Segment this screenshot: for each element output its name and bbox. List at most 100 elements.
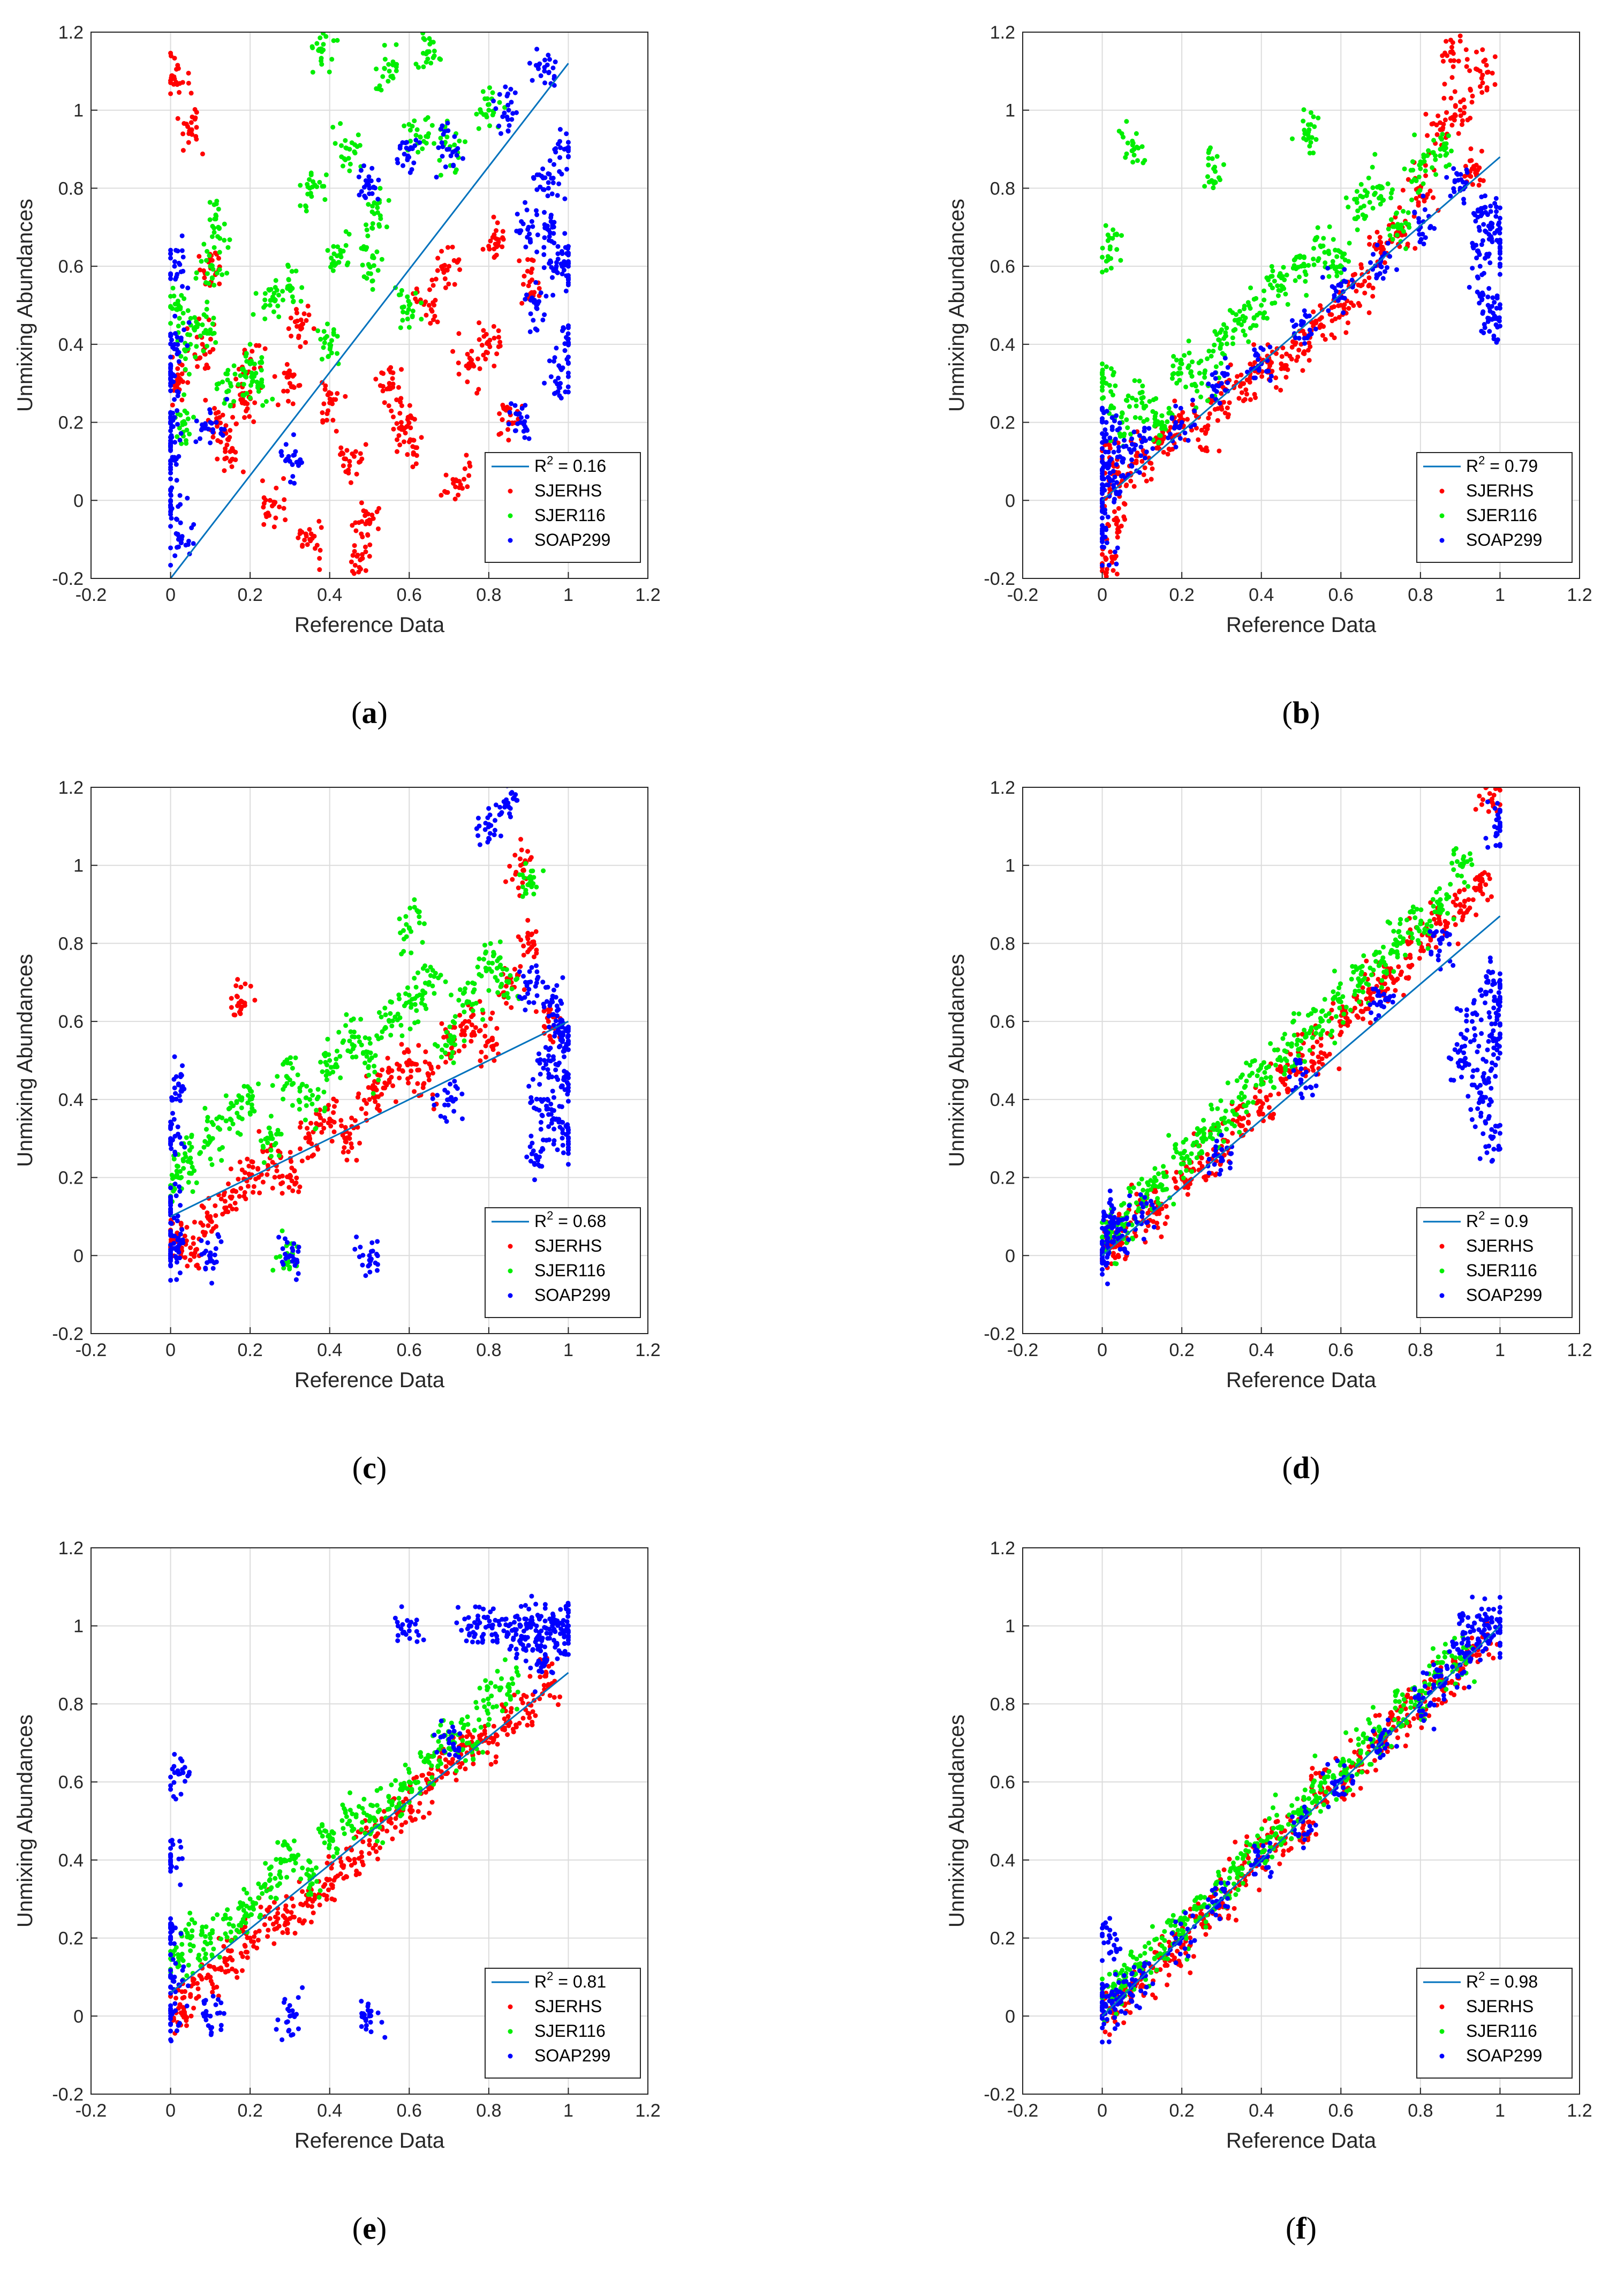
scatter-point [1463, 180, 1469, 185]
legend-swatch-SOAP299 [1439, 538, 1445, 543]
scatter-point [480, 1017, 486, 1022]
r-superscript: 2 [547, 454, 553, 467]
scatter-point [531, 1148, 536, 1154]
scatter-point [524, 1154, 530, 1160]
scatter-point [306, 1139, 312, 1145]
scatter-point [428, 61, 434, 66]
scatter-point [169, 1172, 175, 1178]
scatter-point [1142, 465, 1147, 470]
scatter-point [548, 1007, 553, 1012]
scatter-point [334, 1064, 339, 1070]
scatter-point [370, 221, 375, 226]
scatter-point [1326, 249, 1331, 254]
scatter-point [1182, 353, 1187, 358]
scatter-point [206, 281, 212, 286]
scatter-point [462, 1043, 467, 1049]
scatter-point [330, 124, 336, 130]
scatter-point [1102, 535, 1108, 540]
scatter-point [218, 420, 223, 426]
data-point [414, 127, 420, 132]
scatter-point [343, 229, 349, 234]
scatter-point [443, 979, 448, 984]
scatter-point [368, 1050, 373, 1056]
scatter-point [193, 276, 199, 281]
scatter-point [1463, 47, 1469, 52]
scatter-point [1173, 445, 1179, 450]
scatter-point [281, 1087, 286, 1092]
scatter-point [323, 1051, 328, 1056]
scatter-point [342, 1145, 347, 1150]
scatter-point [1329, 332, 1334, 337]
scatter-point [283, 442, 289, 447]
scatter-point [1233, 327, 1238, 332]
scatter-point [294, 1175, 299, 1180]
scatter-point [280, 289, 285, 294]
scatter-point [1213, 370, 1218, 375]
scatter-point [559, 171, 564, 177]
scatter-point [263, 1136, 268, 1142]
scatter-point [375, 268, 381, 273]
scatter-point [492, 1058, 497, 1063]
scatter-point [498, 779, 503, 784]
scatter-point [329, 255, 334, 261]
scatter-point [1477, 165, 1482, 170]
scatter-point [210, 430, 215, 435]
scatter-point [188, 315, 193, 321]
scatter-point [1334, 289, 1339, 294]
scatter-point [1230, 341, 1236, 347]
scatter-point [1341, 310, 1346, 315]
scatter-point [363, 1273, 368, 1278]
scatter-point [207, 253, 212, 258]
scatter-point [352, 543, 357, 548]
scatter-point [534, 208, 539, 213]
scatter-point [349, 140, 354, 146]
scatter-point [525, 934, 530, 939]
y-tick-label: 1 [73, 101, 84, 121]
scatter-point [262, 297, 268, 303]
scatter-point [180, 1084, 185, 1089]
scatter-point [330, 418, 336, 423]
scatter-point [542, 380, 547, 386]
scatter-point [317, 567, 322, 573]
scatter-point [188, 120, 194, 125]
scatter-point [1284, 273, 1289, 278]
scatter-point [180, 311, 186, 316]
scatter-point [406, 325, 412, 330]
scatter-point [304, 208, 309, 214]
scatter-point [231, 399, 237, 404]
scatter-point [509, 100, 514, 105]
scatter-point [172, 415, 177, 420]
scatter-point [364, 276, 369, 281]
scatter-point [1223, 333, 1229, 338]
scatter-point [289, 269, 294, 274]
scatter-point [248, 1088, 253, 1094]
scatter-point [477, 320, 482, 326]
scatter-point [175, 1131, 180, 1136]
scatter-point [1122, 438, 1127, 443]
scatter-point [438, 136, 443, 141]
scatter-point [270, 1083, 275, 1088]
scatter-point [1311, 257, 1316, 262]
scatter-point [1251, 342, 1257, 347]
scatter-point [168, 1277, 173, 1283]
scatter-point [1162, 424, 1167, 429]
scatter-point [284, 1081, 290, 1086]
scatter-point [1216, 337, 1221, 342]
scatter-point [380, 1029, 385, 1034]
scatter-point [416, 1067, 421, 1073]
scatter-point [452, 1079, 457, 1084]
scatter-point [203, 1266, 208, 1271]
scatter-point [562, 1087, 568, 1093]
scatter-point [1100, 431, 1105, 436]
scatter-point [1252, 360, 1257, 365]
scatter-point [531, 318, 536, 323]
scatter-point [1481, 222, 1486, 227]
scatter-point [168, 321, 173, 326]
scatter-point [555, 270, 560, 275]
scatter-point [529, 965, 534, 970]
scatter-point [324, 417, 329, 423]
scatter-point [1260, 347, 1266, 352]
scatter-point [546, 180, 551, 185]
scatter-point [194, 344, 199, 349]
scatter-point [471, 989, 476, 995]
